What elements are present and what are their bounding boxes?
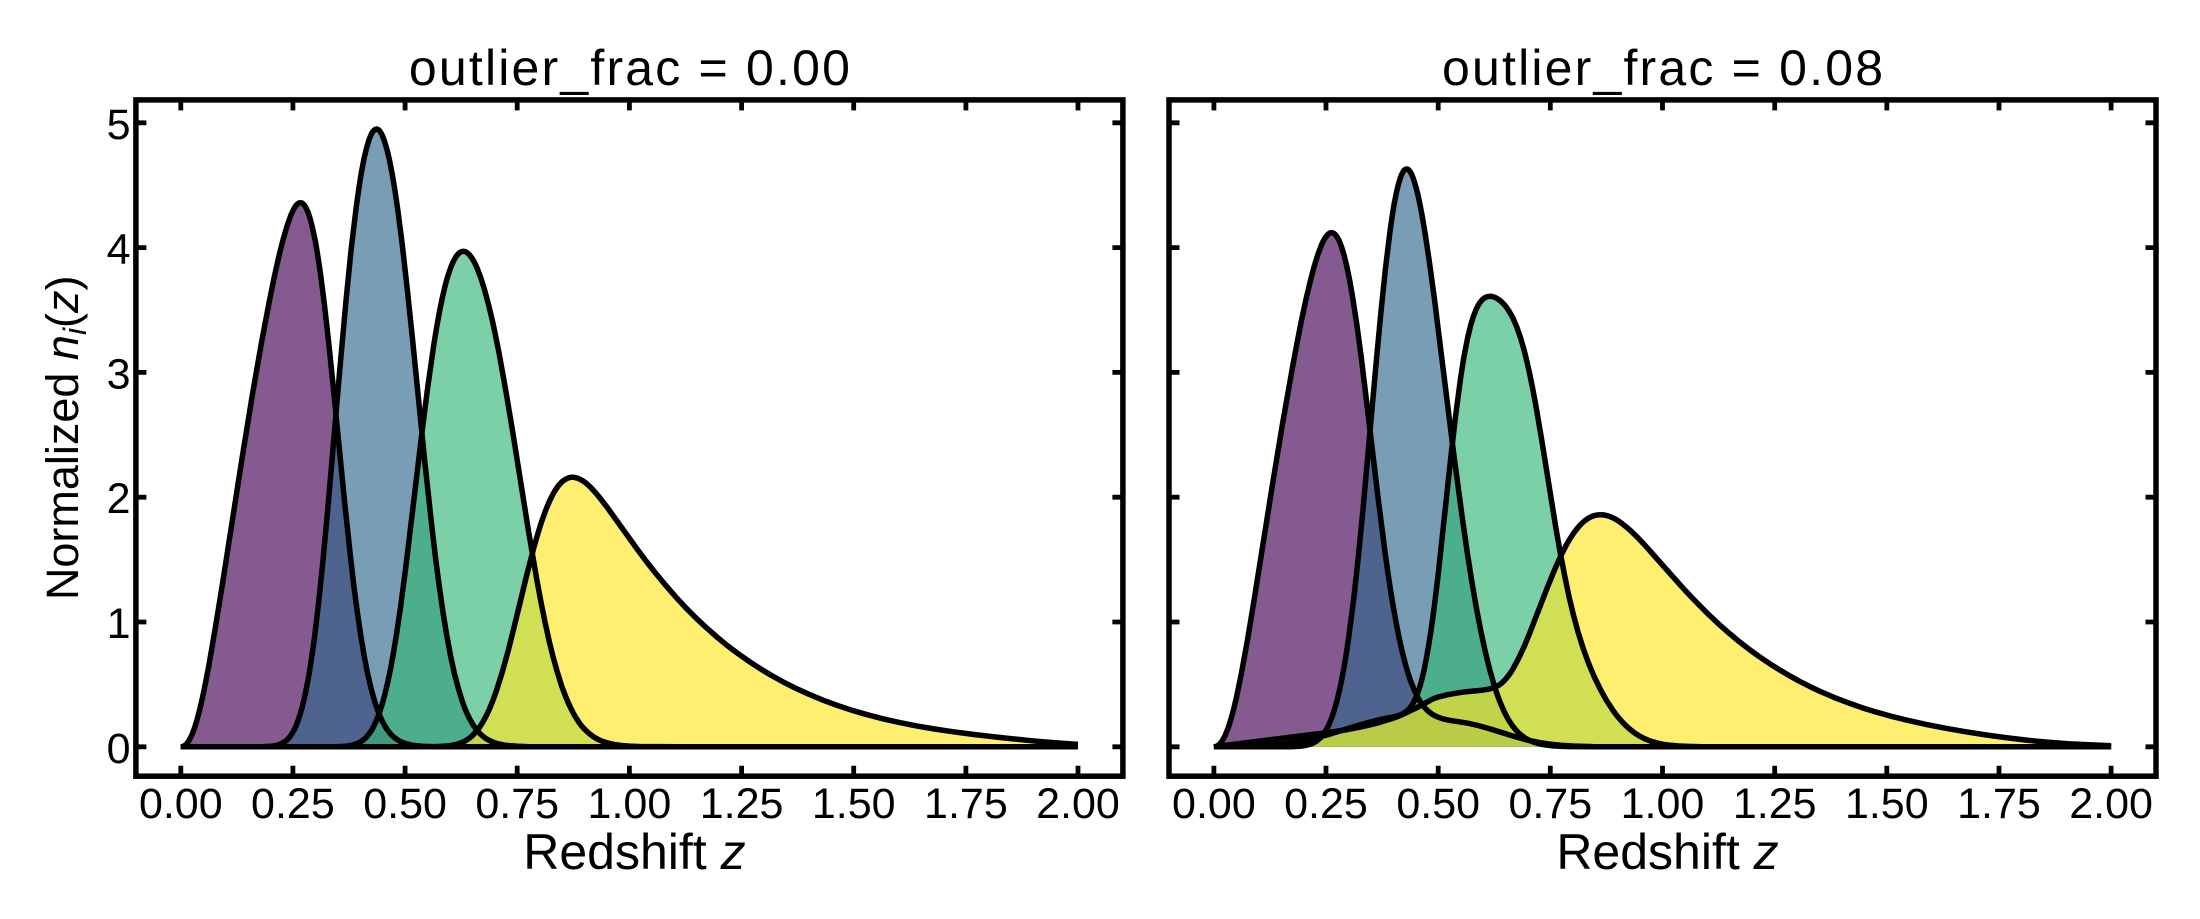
svg-text:Normalized ni(z): Normalized ni(z) <box>37 275 93 600</box>
svg-text:3: 3 <box>107 350 131 398</box>
svg-text:outlier_frac = 0.00: outlier_frac = 0.00 <box>409 40 850 96</box>
svg-text:outlier_frac = 0.08: outlier_frac = 0.08 <box>1442 40 1883 96</box>
svg-text:0.00: 0.00 <box>139 780 223 828</box>
svg-text:2.00: 2.00 <box>2069 780 2153 828</box>
svg-text:0.50: 0.50 <box>1396 780 1480 828</box>
svg-text:1.75: 1.75 <box>1957 780 2041 828</box>
svg-text:0.50: 0.50 <box>363 780 447 828</box>
svg-text:1.25: 1.25 <box>700 780 784 828</box>
svg-text:1.75: 1.75 <box>924 780 1008 828</box>
svg-text:Redshift z: Redshift z <box>523 824 745 880</box>
svg-text:0.25: 0.25 <box>1284 780 1368 828</box>
svg-text:1.50: 1.50 <box>812 780 896 828</box>
svg-text:1.25: 1.25 <box>1733 780 1817 828</box>
svg-text:0.75: 0.75 <box>1508 780 1592 828</box>
svg-text:2: 2 <box>107 475 131 523</box>
svg-text:1: 1 <box>107 600 131 648</box>
svg-text:1.50: 1.50 <box>1845 780 1929 828</box>
svg-text:2.00: 2.00 <box>1036 780 1120 828</box>
svg-text:0: 0 <box>107 725 131 773</box>
svg-text:Redshift z: Redshift z <box>1556 824 1778 880</box>
svg-text:4: 4 <box>107 226 131 274</box>
svg-text:0.25: 0.25 <box>251 780 335 828</box>
svg-text:0.75: 0.75 <box>475 780 559 828</box>
svg-text:0.00: 0.00 <box>1172 780 1256 828</box>
svg-text:1.00: 1.00 <box>588 780 672 828</box>
svg-text:1.00: 1.00 <box>1621 780 1705 828</box>
svg-text:5: 5 <box>107 101 131 149</box>
